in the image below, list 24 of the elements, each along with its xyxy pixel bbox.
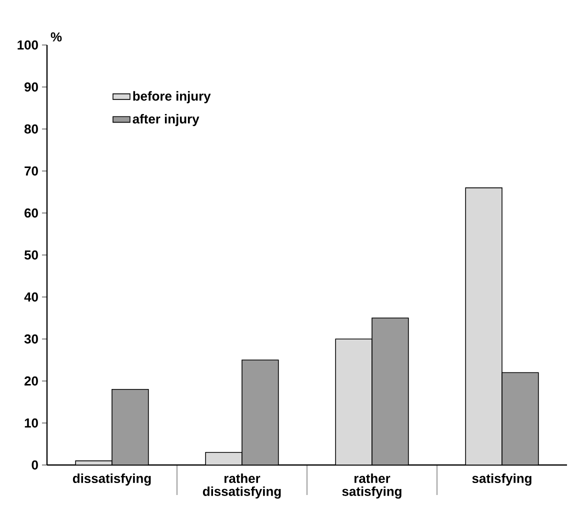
bar	[242, 360, 279, 465]
y-axis-title: %	[50, 32, 62, 42]
x-tick-label: satisfying	[472, 474, 532, 486]
y-tick-label: 40	[24, 292, 38, 302]
bar	[465, 187, 502, 465]
bar	[335, 338, 372, 465]
bar	[372, 318, 409, 465]
y-tick-label: 60	[24, 208, 38, 218]
y-tick-label: 50	[24, 250, 38, 260]
y-tick-label: 70	[24, 166, 38, 176]
y-tick-label: 10	[24, 418, 38, 428]
x-tick-label: dissatisfying	[72, 474, 151, 486]
y-tick-label: 20	[24, 376, 38, 386]
y-tick-label: 90	[24, 82, 38, 92]
y-tick-label: 0	[32, 460, 38, 470]
y-tick-label: 80	[24, 124, 38, 134]
bar	[112, 389, 149, 465]
y-tick-label: 100	[18, 40, 38, 50]
x-tick-label: rather dissatisfying	[202, 474, 281, 499]
legend-label: after injury	[132, 114, 200, 126]
x-tick-label: rather satisfying	[342, 474, 402, 499]
bar	[502, 372, 539, 465]
legend-label: before injury	[133, 91, 211, 104]
y-tick-label: 30	[24, 334, 38, 344]
